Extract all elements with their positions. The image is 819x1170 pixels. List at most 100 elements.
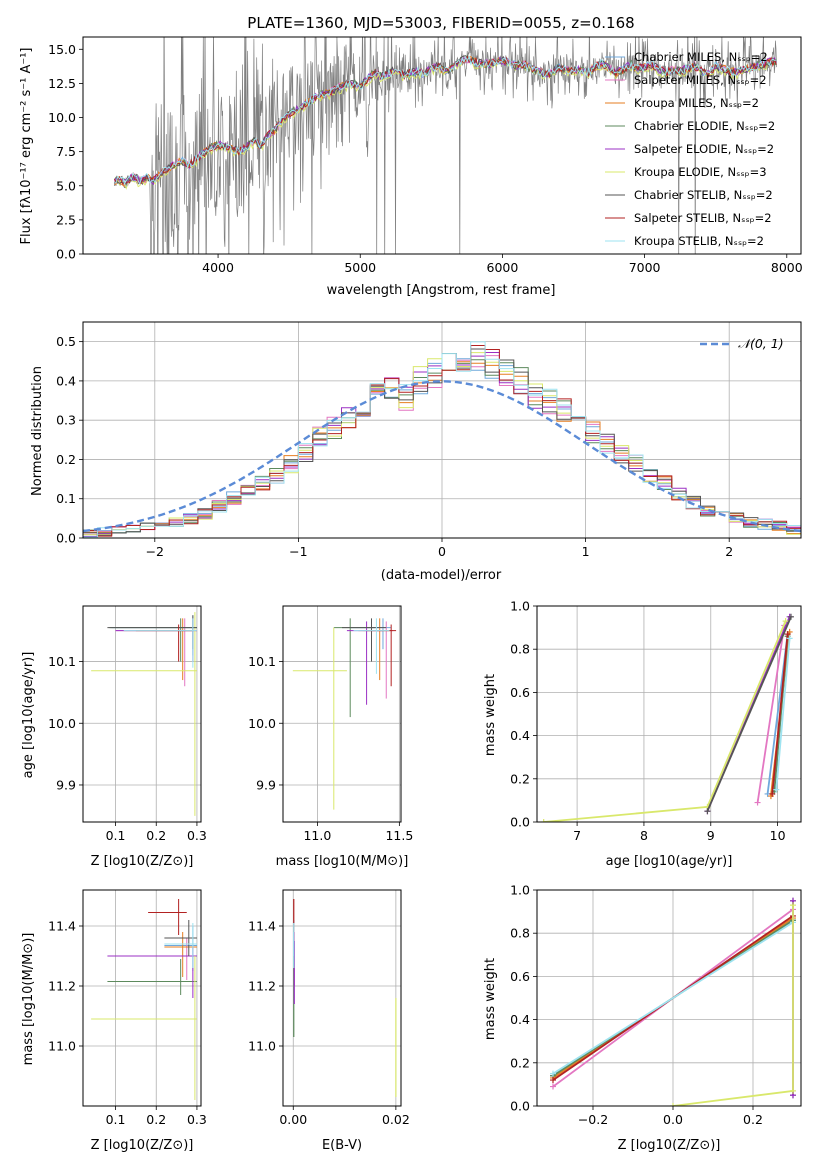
- weight-z-line-8: [672, 905, 794, 1106]
- legend-label-0: Chabrier MILES, Nₛₛₚ=2: [634, 50, 768, 64]
- y-tick-label: 0.0: [510, 1099, 530, 1114]
- y-tick-label: 0.2: [56, 452, 76, 467]
- residual-panel: −2 −1 0 1 2 0.0 0.1 0.2 0.3 0.4 0.5 𝒩(0, 1) (data-m…: [30, 321, 802, 583]
- ticks: 0.1 0.2 0.3 9.9 10.0 10.1: [48, 654, 207, 843]
- x-tick-label: −2: [146, 544, 164, 559]
- y-tick-label: 0.4: [56, 373, 76, 388]
- mass-z-ylabel: mass [log10(M/M⊙)]: [21, 933, 36, 1066]
- legend-label-1: Salpeter MILES, Nₛₛₚ=2: [634, 73, 767, 87]
- residual-ylabel: Normed distribution: [30, 366, 45, 496]
- legend-label-7: Salpeter STELIB, Nₛₛₚ=2: [634, 211, 772, 225]
- y-tick-label: 1.0: [510, 883, 530, 898]
- y-tick-label: 0.8: [510, 926, 530, 941]
- y-tick-label: 0.6: [510, 685, 530, 700]
- x-tick-label: 8000: [771, 260, 803, 275]
- histogram-8: [83, 341, 801, 538]
- weight-marker: [754, 799, 761, 806]
- x-tick-label: 0.00: [279, 1112, 307, 1127]
- y-tick-label: 10.1: [248, 654, 276, 669]
- axes-frame: [82, 36, 802, 255]
- weight-marker: [704, 808, 711, 815]
- y-tick-label: 10.0: [48, 716, 76, 731]
- ticks: −0.2 0.0 0.2 0.0 0.2 0.4 0.6 0.8 1.0: [510, 883, 763, 1128]
- y-tick-label: 0.2: [510, 1055, 530, 1070]
- legend-label-3: Chabrier ELODIE, Nₛₛₚ=2: [634, 119, 775, 133]
- spectrum-legend: Chabrier MILES, Nₛₛₚ=2 Salpeter MILES, Nₛ…: [605, 50, 775, 248]
- weight-z-ylabel: mass weight: [483, 958, 498, 1040]
- x-tick-label: 1: [582, 544, 590, 559]
- plot-area: [537, 606, 801, 822]
- plot-area: [83, 606, 201, 822]
- y-tick-label: 9.9: [256, 777, 276, 792]
- ticks: 0.1 0.2 0.3 11.0 11.2 11.4: [48, 919, 207, 1128]
- weight-z-xlabel: Z [log10(Z/Z⊙)]: [618, 1138, 721, 1153]
- y-tick-label: 10.0: [48, 110, 76, 125]
- spectrum-xlabel: wavelength [Angstrom, rest frame]: [327, 283, 556, 298]
- ticks: 0.00 0.02 11.0 11.2 11.4: [248, 919, 410, 1128]
- plot-area: [537, 890, 801, 1106]
- mass-ebv-panel: 0.00 0.02 11.0 11.2 11.4 E(B-V): [248, 889, 410, 1153]
- y-tick-label: 11.0: [48, 1039, 76, 1054]
- age-z-xlabel: Z [log10(Z/Z⊙)]: [91, 854, 194, 869]
- x-tick-label: 0.1: [106, 1112, 126, 1127]
- y-tick-label: 0.1: [56, 491, 76, 506]
- weight-age-panel: 7 8 9 10 0.0 0.2 0.4 0.6 0.8 1.0 age [log10(age/y…: [483, 599, 802, 869]
- weight-age-xlabel: age [log10(age/yr)]: [606, 854, 733, 869]
- y-tick-label: 12.5: [48, 76, 76, 91]
- x-tick-label: 0.2: [146, 828, 166, 843]
- y-tick-label: 11.4: [48, 919, 76, 934]
- plot-area: [283, 606, 401, 822]
- gaussian-legend-label: 𝒩(0, 1): [738, 336, 784, 351]
- weight-z-marker: [550, 1070, 556, 1077]
- y-tick-label: 5.0: [56, 178, 76, 193]
- mass-z-xlabel: Z [log10(Z/Z⊙)]: [91, 1138, 194, 1153]
- weight-marker: [769, 790, 776, 797]
- weight-line-1: [756, 625, 786, 803]
- plot-area: [283, 890, 401, 1106]
- legend-label-6: Chabrier STELIB, Nₛₛₚ=2: [634, 188, 773, 202]
- x-tick-label: 7000: [629, 260, 661, 275]
- weight-marker: [786, 635, 793, 642]
- axes-frame: [282, 889, 402, 1107]
- x-tick-label: 0.1: [106, 828, 126, 843]
- x-tick-label: 0.2: [743, 1112, 763, 1127]
- y-tick-label: 7.5: [56, 144, 76, 159]
- x-tick-label: 0.3: [187, 828, 207, 843]
- weight-marker: [784, 631, 791, 638]
- age-mass-panel: 11.0 11.5 9.9 10.0 10.1 mass [log10(M/M⊙)]: [248, 605, 413, 869]
- legend-label-2: Kroupa MILES, Nₛₛₚ=2: [634, 96, 759, 110]
- x-tick-label: 6000: [487, 260, 519, 275]
- axes-frame: [536, 605, 802, 823]
- x-tick-label: 0.2: [146, 1112, 166, 1127]
- weight-line-5: [543, 620, 787, 822]
- age-z-panel: 0.1 0.2 0.3 9.9 10.0 10.1 Z [log10(Z/Z⊙)] age…: [21, 605, 207, 869]
- plot-area: [113, 37, 777, 254]
- weight-marker: [540, 819, 547, 822]
- x-tick-label: 7: [573, 828, 581, 843]
- legend-label-8: Kroupa STELIB, Nₛₛₚ=2: [634, 234, 764, 248]
- ticks: 7 8 9 10 0.0 0.2 0.4 0.6 0.8 1.0: [510, 599, 785, 844]
- y-tick-label: 11.0: [248, 1039, 276, 1054]
- x-tick-label: 10: [770, 828, 786, 843]
- y-tick-label: 11.2: [48, 979, 76, 994]
- weight-z-marker: [670, 1103, 676, 1106]
- age-mass-xlabel: mass [log10(M/M⊙)]: [276, 854, 409, 869]
- y-tick-label: 0.3: [56, 413, 76, 428]
- y-tick-label: 0.6: [510, 969, 530, 984]
- plot-area: [83, 322, 801, 538]
- y-tick-label: 9.9: [56, 777, 76, 792]
- x-tick-label: −0.2: [578, 1112, 608, 1127]
- axes-frame: [82, 321, 802, 539]
- mass-z-panel: 0.1 0.2 0.3 11.0 11.2 11.4 Z [log10(Z/Z⊙)] ma…: [21, 889, 207, 1153]
- legend-label-4: Salpeter ELODIE, Nₛₛₚ=2: [634, 142, 774, 156]
- x-tick-label: 0.3: [187, 1112, 207, 1127]
- weight-z-line-5: [552, 921, 794, 1075]
- x-tick-label: 0.02: [382, 1112, 410, 1127]
- weight-marker: [773, 786, 780, 793]
- age-z-ylabel: age [log10(age/yr)]: [21, 652, 36, 779]
- x-tick-label: 5000: [344, 260, 376, 275]
- spectrum-title: PLATE=1360, MJD=53003, FIBERID=0055, z=0…: [247, 14, 634, 32]
- y-tick-label: 0.0: [56, 247, 76, 262]
- y-tick-label: 0.2: [510, 771, 530, 786]
- x-tick-label: −1: [289, 544, 307, 559]
